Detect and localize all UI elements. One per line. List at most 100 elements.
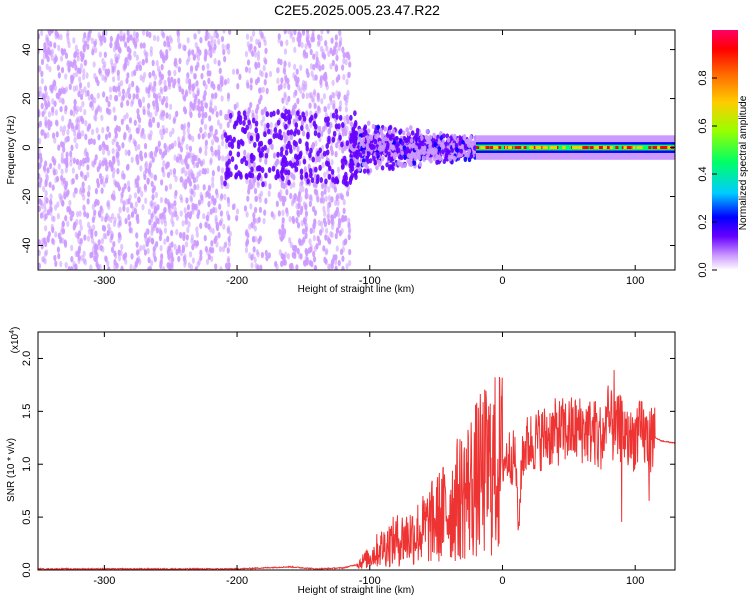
heatmap-cell [177, 66, 181, 73]
heatmap-cell [450, 147, 455, 153]
heatmap-cell [220, 35, 225, 43]
heatmap-cell [313, 264, 317, 270]
heatmap-cell [117, 159, 121, 167]
heatmap-cell [204, 191, 208, 199]
heatmap-cell [44, 225, 48, 232]
heatmap-cell [100, 207, 104, 215]
heatmap-cell [320, 130, 324, 137]
heatmap-cell [254, 78, 259, 86]
heatmap-cell [283, 156, 288, 163]
heatmap-cell [173, 243, 177, 250]
heatmap-cell [73, 105, 77, 112]
heatmap-cell [74, 187, 78, 194]
heatmap-cell [315, 178, 320, 185]
heatmap-cell [38, 181, 42, 188]
heatmap-cell [363, 129, 368, 135]
heatmap-cell [237, 110, 241, 117]
heatmap-cell [167, 76, 171, 83]
heatmap-cell [246, 195, 250, 202]
heatmap-cell [204, 48, 208, 55]
heatmap-cell [256, 174, 261, 181]
heatmap-cell [120, 191, 124, 199]
heatmap-cell [314, 166, 318, 173]
heatmap-cell [138, 186, 142, 193]
heatmap-cell [116, 69, 120, 77]
heatmap-cell [308, 238, 312, 245]
heatmap-cell [274, 260, 278, 268]
heatmap-peak [664, 146, 668, 150]
heatmap-cell [188, 213, 192, 220]
heatmap-cell [327, 50, 331, 58]
heatmap-cell [433, 142, 438, 148]
heatmap-cell [155, 101, 159, 109]
heatmap-cell [262, 35, 266, 43]
heatmap-cell [391, 161, 396, 167]
heatmap-cell [283, 30, 287, 35]
heatmap-cell [389, 135, 393, 141]
heatmap-cell [83, 32, 87, 39]
heatmap-cell [57, 44, 61, 52]
heatmap-cell [308, 152, 312, 159]
heatmap-cell [460, 143, 465, 150]
heatmap-cell [236, 143, 241, 150]
heatmap-cell [185, 197, 189, 204]
heatmap-cell [335, 113, 339, 120]
heatmap-cell [145, 87, 149, 95]
heatmap-cell [180, 158, 185, 166]
heatmap-cell [50, 84, 54, 91]
heatmap-cell [330, 149, 334, 156]
heatmap-cell [152, 34, 157, 42]
heatmap-peak [507, 146, 511, 150]
heatmap-cell [313, 123, 318, 130]
heatmap-cell [105, 165, 109, 172]
heatmap-cell [94, 187, 99, 195]
heatmap-cell [190, 237, 194, 245]
heatmap-cell [195, 231, 199, 238]
spectrogram-y-tick-label: -20 [21, 189, 33, 205]
heatmap-cell [109, 41, 113, 49]
heatmap-cell [186, 163, 190, 170]
heatmap-cell [177, 244, 181, 252]
heatmap-cell [319, 176, 324, 183]
heatmap-cell [132, 37, 136, 44]
heatmap-cell [158, 213, 162, 220]
heatmap-cell [125, 198, 129, 205]
heatmap-cell [206, 63, 210, 70]
heatmap-cell [76, 67, 81, 74]
heatmap-cell [154, 191, 158, 199]
heatmap-cell [113, 114, 117, 122]
heatmap-cell [61, 227, 66, 235]
heatmap-cell [92, 224, 96, 231]
heatmap-cell [112, 194, 116, 201]
heatmap-cell [68, 208, 72, 216]
heatmap-cell [335, 206, 339, 214]
heatmap-cell [152, 92, 157, 99]
heatmap-cell [173, 69, 177, 77]
heatmap-cell [132, 93, 136, 100]
heatmap-peak [661, 146, 665, 150]
heatmap-cell [275, 200, 279, 208]
heatmap-cell [75, 210, 80, 218]
heatmap-cell [253, 187, 258, 195]
heatmap-cell [70, 74, 74, 81]
heatmap-cell [85, 72, 89, 79]
heatmap-cell [383, 126, 388, 132]
heatmap-peak [536, 146, 540, 150]
heatmap-cell [155, 59, 159, 67]
heatmap-cell [408, 125, 413, 131]
heatmap-cell [326, 161, 331, 168]
heatmap-cell [291, 36, 296, 43]
heatmap-cell [334, 258, 338, 266]
spectrogram-y-tick-label: -40 [21, 238, 33, 254]
heatmap-cell [194, 41, 198, 49]
heatmap-cell [152, 252, 156, 259]
heatmap-cell [345, 78, 349, 86]
heatmap-cell [100, 114, 104, 121]
heatmap-cell [151, 193, 155, 201]
heatmap-cell [378, 140, 382, 146]
heatmap-cell [84, 90, 88, 98]
heatmap-cell [77, 124, 81, 131]
heatmap-cell [223, 193, 227, 201]
heatmap-cell [296, 97, 300, 105]
heatmap-cell [279, 40, 284, 47]
